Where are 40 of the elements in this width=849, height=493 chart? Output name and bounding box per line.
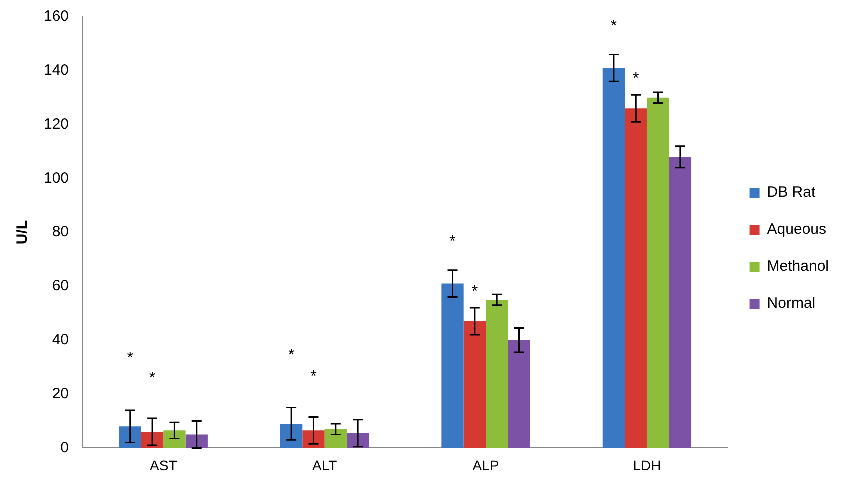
y-tick-label: 60 xyxy=(52,278,70,295)
annotation: * xyxy=(450,234,456,251)
bar xyxy=(508,340,530,448)
y-tick-label: 140 xyxy=(44,62,70,80)
y-tick-label: 80 xyxy=(52,224,70,241)
x-tick-label: AST xyxy=(150,457,178,474)
bar xyxy=(164,430,186,448)
annotation: * xyxy=(633,70,640,88)
bar xyxy=(647,98,670,448)
bar xyxy=(464,322,486,448)
y-tick-label: 40 xyxy=(52,332,70,349)
x-tick-label: ALP xyxy=(472,457,500,474)
annotation: * xyxy=(149,370,156,387)
legend-label: Methanol xyxy=(767,258,830,276)
bar xyxy=(669,157,692,448)
legend-label: Normal xyxy=(767,295,816,312)
legend-label: Aqueous xyxy=(767,221,827,238)
bar xyxy=(186,434,208,448)
bar xyxy=(324,429,347,448)
annotation: * xyxy=(610,18,618,36)
bar xyxy=(280,424,303,448)
y-tick-label: 160 xyxy=(44,8,70,26)
x-tick-label: LDH xyxy=(633,457,662,474)
bar xyxy=(486,300,508,448)
y-axis-title: U/L xyxy=(14,220,32,245)
bar xyxy=(602,68,626,448)
annotation: * xyxy=(127,350,134,367)
bar xyxy=(119,426,142,448)
x-tick-label: ALT xyxy=(312,457,338,474)
annotation: * xyxy=(288,347,295,364)
bar xyxy=(302,430,325,448)
annotation: * xyxy=(472,283,478,300)
y-tick-label: 120 xyxy=(44,116,70,133)
y-tick-label: 0 xyxy=(60,439,70,456)
bar xyxy=(442,284,464,448)
y-tick-label: 100 xyxy=(44,170,70,187)
annotation: * xyxy=(310,368,317,386)
y-tick-label: 20 xyxy=(52,385,70,402)
bar xyxy=(625,108,648,448)
legend-label: DB Rat xyxy=(767,184,816,202)
